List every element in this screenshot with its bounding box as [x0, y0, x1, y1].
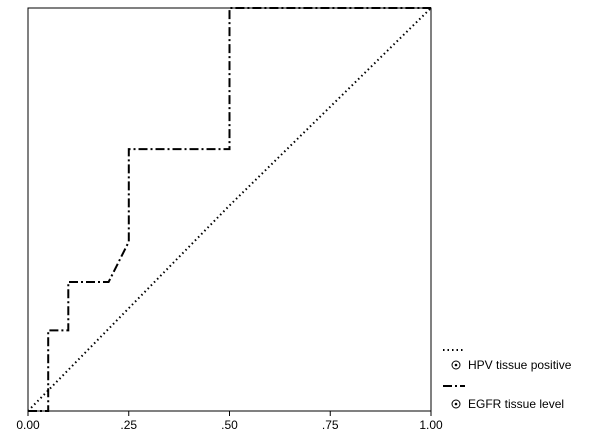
legend-label-hpv: HPV tissue positive [468, 358, 572, 372]
legend-marker-icon [451, 360, 461, 370]
legend-marker-icon [451, 399, 461, 409]
x-tick-label: .50 [221, 418, 238, 432]
legend: HPV tissue positive EGFR tissue level [443, 349, 572, 411]
x-tick-label: 0.00 [16, 418, 40, 432]
series-layer [27, 7, 432, 412]
x-tick-label: .25 [120, 418, 137, 432]
x-tick-label: 1.00 [419, 418, 443, 432]
legend-label-egfr: EGFR tissue level [468, 397, 564, 411]
series-line-0 [27, 7, 432, 412]
x-axis-ticks: 0.00 .25 .50 .75 1.00 [16, 411, 443, 432]
x-tick-label: .75 [322, 418, 339, 432]
series-line-1 [28, 7, 431, 412]
